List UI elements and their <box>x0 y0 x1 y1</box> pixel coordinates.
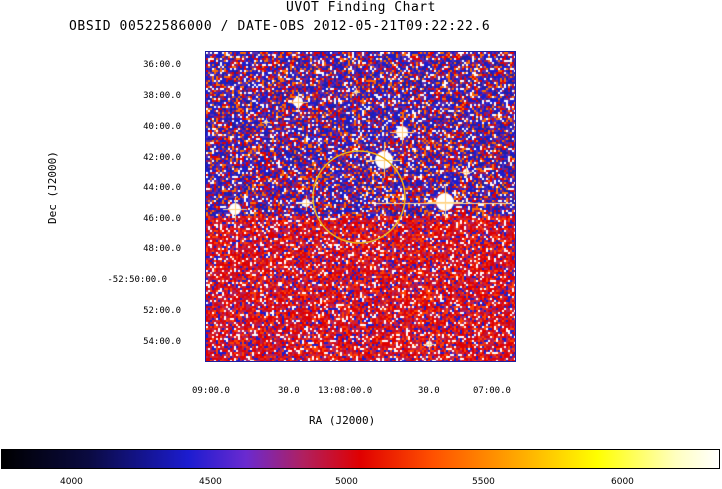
ytick-label: 48:00.0 <box>143 244 181 254</box>
ytick-label: 54:00.0 <box>143 337 181 347</box>
colorbar-tick-label: 4500 <box>199 477 222 487</box>
xtick-label: 30.0 <box>418 386 440 396</box>
sky-image-canvas <box>206 52 515 361</box>
chart-subtitle: OBSID 00522586000 / DATE-OBS 2012-05-21T… <box>69 19 491 34</box>
colorbar <box>1 449 720 469</box>
chart-title: UVOT Finding Chart <box>286 0 436 15</box>
y-axis-label: Dec (J2000) <box>46 151 59 224</box>
ytick-label: 36:00.0 <box>143 60 181 70</box>
overlay-layer <box>312 150 406 244</box>
ytick-label: 52:00.0 <box>143 306 181 316</box>
colorbar-tick-label: 4000 <box>60 477 83 487</box>
ytick-label: 46:00.0 <box>143 214 181 224</box>
ytick-label: 42:00.0 <box>143 153 181 163</box>
source-region-circle <box>312 150 406 244</box>
x-axis-label: RA (J2000) <box>309 414 376 427</box>
ytick-label: -52:50:00.0 <box>107 275 167 285</box>
colorbar-tick-label: 6000 <box>611 477 634 487</box>
xtick-label: 07:00.0 <box>473 386 511 396</box>
colorbar-tick-label: 5500 <box>472 477 495 487</box>
ytick-label: 38:00.0 <box>143 91 181 101</box>
ytick-label: 40:00.0 <box>143 122 181 132</box>
sky-image <box>205 51 516 362</box>
xtick-label: 09:00.0 <box>192 386 230 396</box>
xtick-label: 30.0 <box>278 386 300 396</box>
colorbar-tick-label: 5000 <box>335 477 358 487</box>
xtick-label: 13:08:00.0 <box>318 386 373 396</box>
ytick-label: 44:00.0 <box>143 183 181 193</box>
